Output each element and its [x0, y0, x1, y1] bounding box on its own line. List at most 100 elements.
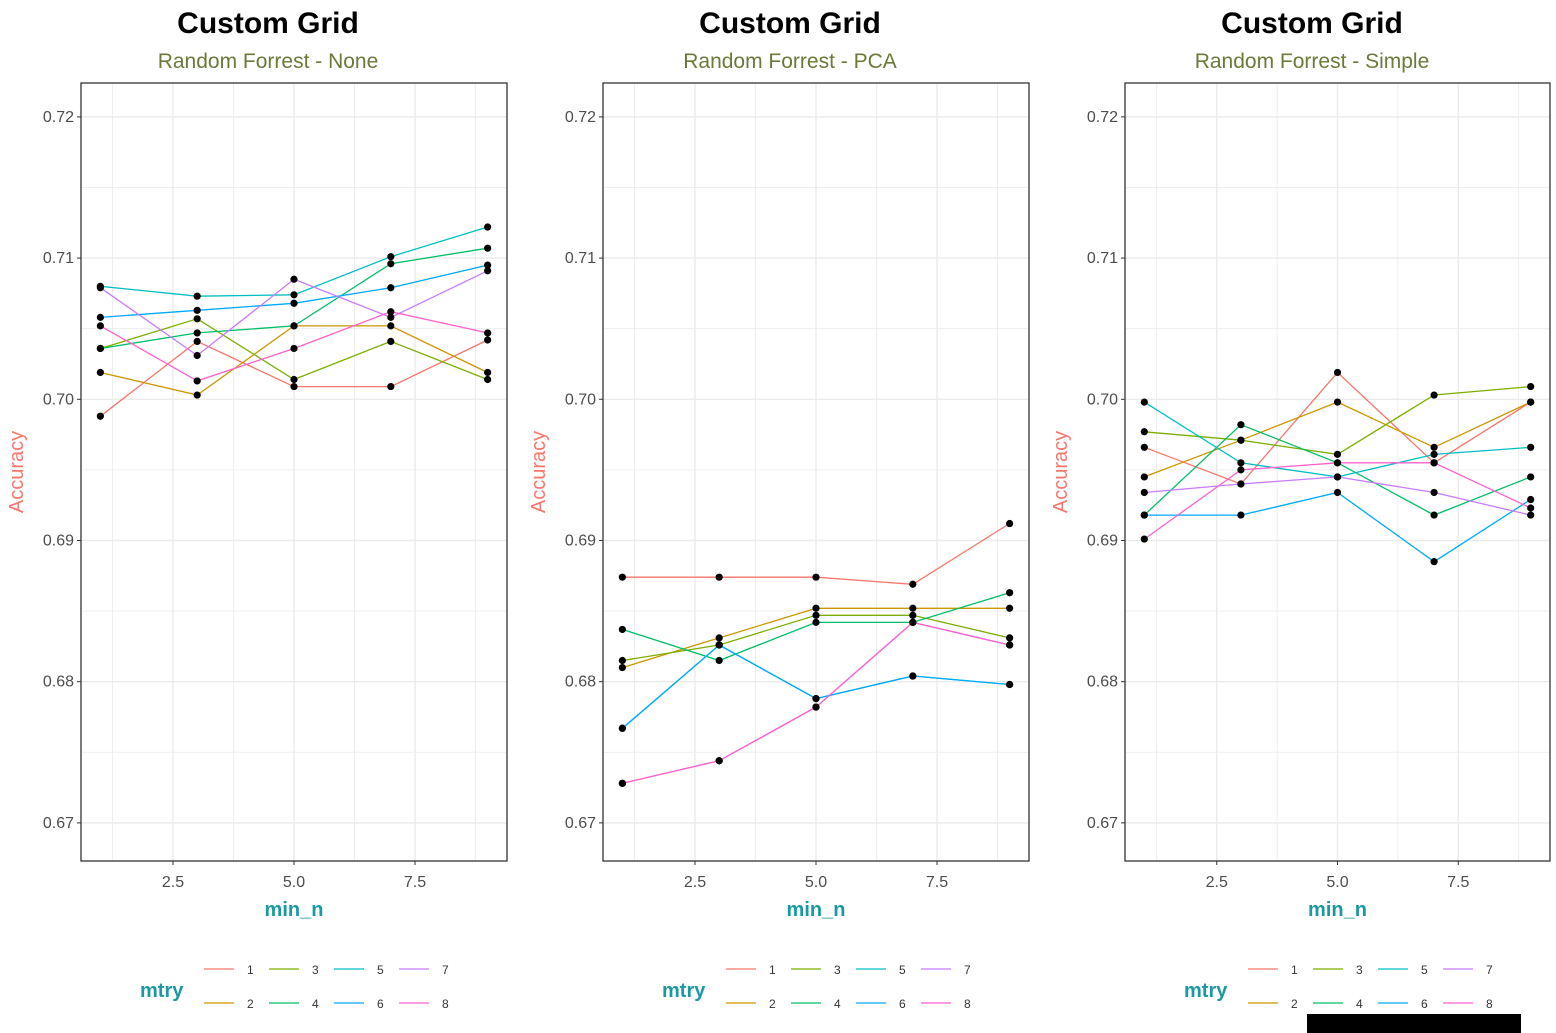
legend-label-mtry-4: 4	[312, 997, 319, 1011]
data-point-mtry-6	[909, 672, 917, 680]
legend-title: mtry	[662, 980, 706, 1002]
data-point-mtry-7	[290, 275, 298, 283]
data-point-mtry-8	[387, 308, 395, 316]
data-point-mtry-8	[1237, 466, 1245, 474]
data-point-mtry-4	[387, 260, 395, 268]
data-point-mtry-3	[290, 375, 298, 384]
data-point-mtry-4	[715, 656, 723, 665]
x-tick-label: 5.0	[805, 874, 827, 891]
data-point-mtry-8	[1333, 459, 1342, 467]
chart-subtitle: Random Forrest - PCA	[683, 50, 897, 73]
data-point-mtry-7	[1430, 488, 1438, 497]
data-point-mtry-2	[1333, 398, 1342, 406]
data-point-mtry-1	[618, 573, 626, 581]
legend-label-mtry-7: 7	[964, 963, 971, 977]
chart-panel-1: 0.67 0.68 0.69 0.70 0.71 0.72 2.5 5.0 7.5 Custom …	[6, 7, 508, 1011]
data-point-mtry-1	[193, 337, 201, 345]
data-point-mtry-6	[1140, 511, 1148, 519]
legend-label-mtry-8: 8	[442, 997, 449, 1011]
legend-label-mtry-5: 5	[377, 963, 384, 977]
data-point-mtry-3	[1237, 436, 1245, 444]
data-point-mtry-2	[909, 604, 917, 612]
data-point-mtry-3	[193, 315, 201, 323]
data-point-mtry-8	[1006, 641, 1014, 649]
legend-label-mtry-2: 2	[247, 997, 254, 1011]
data-point-mtry-2	[193, 391, 201, 399]
data-point-mtry-5	[290, 291, 298, 299]
data-point-mtry-7	[96, 284, 104, 292]
data-point-mtry-8	[96, 322, 104, 330]
data-point-mtry-5	[1237, 459, 1245, 467]
y-tick-label: 0.70	[43, 391, 74, 408]
legend-label-mtry-4: 4	[834, 997, 841, 1011]
data-point-mtry-2	[1527, 398, 1535, 406]
redaction-bar	[1307, 1014, 1521, 1033]
data-point-mtry-6	[1006, 680, 1014, 689]
legend-label-mtry-3: 3	[1356, 963, 1363, 977]
x-tick-label: 5.0	[283, 874, 305, 891]
data-point-mtry-8	[812, 703, 820, 711]
legend-label-mtry-8: 8	[964, 997, 971, 1011]
data-point-mtry-1	[1140, 443, 1148, 451]
legend-label-mtry-6: 6	[377, 997, 384, 1011]
data-point-mtry-1	[290, 382, 298, 391]
x-tick-label: 7.5	[926, 874, 948, 891]
data-point-mtry-2	[484, 368, 492, 377]
data-point-mtry-2	[387, 322, 395, 330]
y-tick-label: 0.67	[43, 815, 74, 832]
data-point-mtry-3	[1140, 428, 1148, 436]
y-tick-label: 0.72	[1087, 109, 1118, 126]
x-tick-label: 7.5	[1447, 874, 1469, 891]
data-point-mtry-6	[193, 306, 201, 314]
data-point-mtry-2	[1006, 604, 1014, 612]
data-point-mtry-7	[387, 313, 395, 321]
y-tick-label: 0.70	[565, 391, 596, 408]
y-tick-label: 0.67	[1087, 815, 1118, 832]
chart-subtitle: Random Forrest - Simple	[1195, 50, 1430, 73]
data-point-mtry-3	[1430, 391, 1438, 399]
legend-label-mtry-1: 1	[247, 963, 254, 977]
legend-label-mtry-7: 7	[442, 963, 449, 977]
data-point-mtry-5	[1140, 398, 1148, 406]
data-point-mtry-8	[290, 344, 298, 353]
x-tick-label: 2.5	[162, 874, 184, 891]
data-point-mtry-8	[1430, 459, 1438, 467]
chart-title: Custom Grid	[699, 7, 881, 40]
data-point-mtry-4	[1527, 473, 1535, 481]
data-point-mtry-3	[1006, 634, 1014, 642]
data-point-mtry-1	[812, 573, 820, 581]
data-point-mtry-3	[909, 611, 917, 619]
data-point-mtry-1	[484, 336, 492, 344]
data-point-mtry-7	[1237, 480, 1245, 488]
data-point-mtry-5	[1430, 450, 1438, 458]
data-point-mtry-6	[1527, 495, 1535, 504]
data-point-mtry-2	[1140, 473, 1148, 481]
data-point-mtry-4	[193, 329, 201, 337]
data-point-mtry-4	[812, 618, 820, 626]
y-tick-label: 0.69	[1087, 532, 1118, 549]
legend-label-mtry-1: 1	[1291, 963, 1298, 977]
legend-label-mtry-7: 7	[1486, 963, 1493, 977]
y-tick-label: 0.69	[565, 532, 596, 549]
data-point-mtry-4	[290, 322, 298, 330]
data-point-mtry-8	[909, 618, 917, 626]
chart-title: Custom Grid	[177, 7, 359, 40]
y-tick-label: 0.72	[565, 109, 596, 126]
y-tick-label: 0.68	[565, 674, 596, 691]
y-axis-label: Accuracy	[528, 431, 550, 513]
legend-title: mtry	[1184, 980, 1228, 1002]
data-point-mtry-2	[618, 663, 626, 672]
legend: mtry 1 2 3 4 5 6 7 8	[1184, 963, 1493, 1011]
y-tick-label: 0.69	[43, 532, 74, 549]
data-point-mtry-8	[1140, 535, 1148, 543]
y-tick-label: 0.72	[43, 109, 74, 126]
data-point-mtry-3	[484, 375, 492, 384]
y-tick-label: 0.71	[565, 250, 596, 267]
y-tick-label: 0.68	[1087, 674, 1118, 691]
data-point-mtry-3	[387, 337, 395, 345]
y-axis-label: Accuracy	[1050, 431, 1072, 513]
data-point-mtry-8	[484, 329, 492, 337]
data-point-mtry-8	[618, 779, 626, 787]
legend-label-mtry-2: 2	[1291, 997, 1298, 1011]
